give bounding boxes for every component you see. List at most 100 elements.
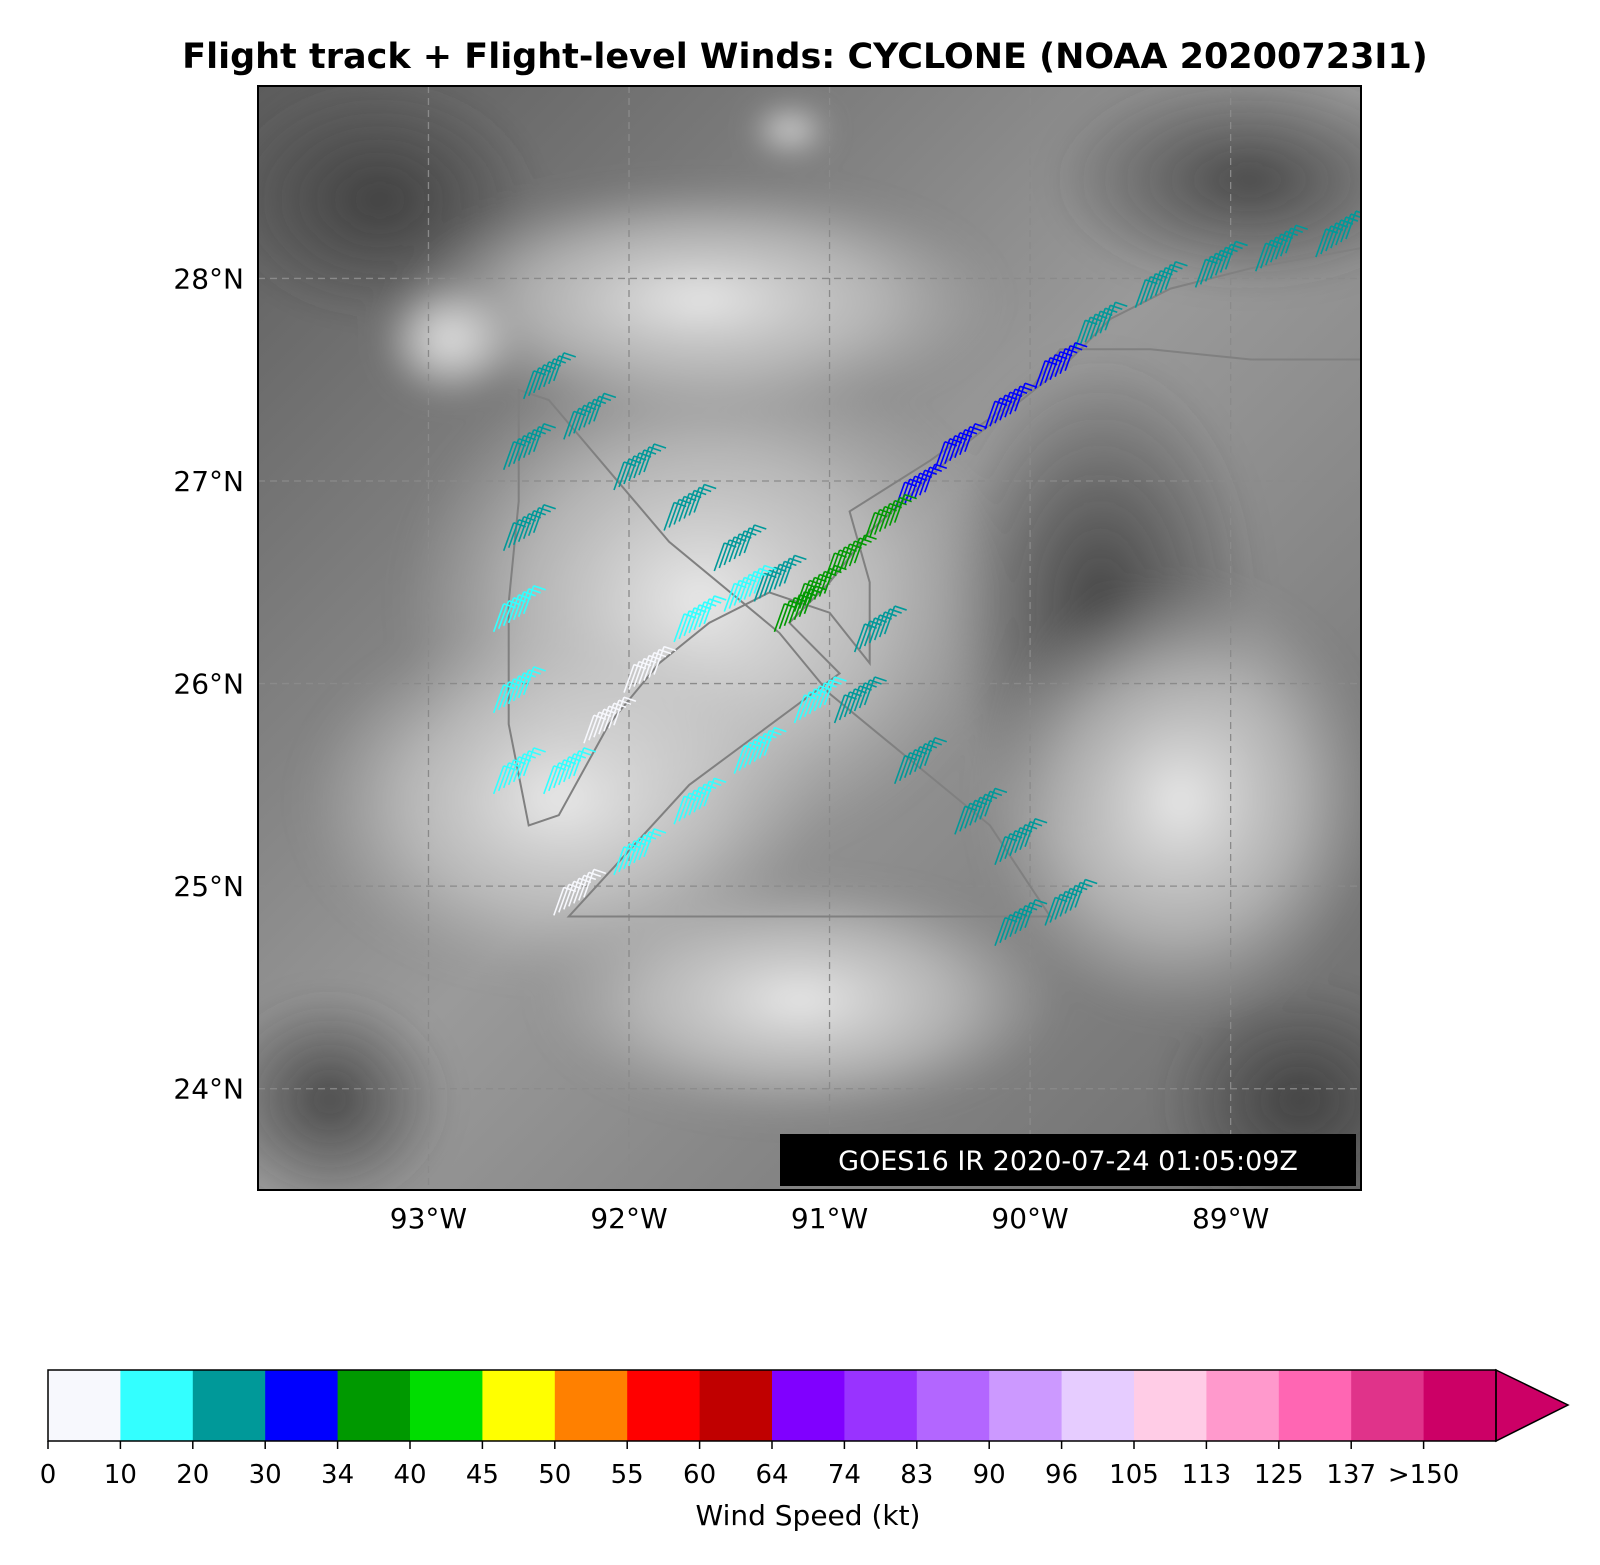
colorbar-tick-label: 0 [40, 1460, 57, 1490]
colorbar-tick-label: 34 [321, 1460, 354, 1490]
wind-barb [502, 422, 556, 471]
colorbar-label: Wind Speed (kt) [696, 1499, 921, 1532]
colorbar-cell [554, 1370, 628, 1441]
colorbar-cell [120, 1370, 194, 1441]
colorbar-cell [916, 1370, 990, 1441]
x-tick-label: 89°W [1192, 1202, 1269, 1235]
wind-barb [723, 564, 777, 612]
colorbar-tick-label: 90 [973, 1460, 1006, 1490]
colorbar-tick-label: >150 [1388, 1460, 1459, 1490]
wind-barb [492, 585, 546, 633]
y-tick-label: 24°N [173, 1073, 244, 1106]
timestamp-box: GOES16 IR 2020-07-24 01:05:09Z [780, 1134, 1356, 1186]
colorbar-cell [772, 1370, 845, 1441]
wind-barb [894, 736, 948, 785]
colorbar-cell [1351, 1370, 1425, 1441]
wind-barb [713, 524, 767, 572]
colorbar-cell [699, 1370, 773, 1441]
satellite-ir-background [258, 86, 1361, 1190]
colorbar-tick-label: 45 [466, 1460, 499, 1490]
y-tick-label: 26°N [173, 668, 244, 701]
chart-title: Flight track + Flight-level Winds: CYCLO… [182, 37, 1428, 77]
colorbar-tick-label: 20 [176, 1460, 209, 1490]
colorbar-cell [1278, 1370, 1352, 1441]
wind-barb [663, 483, 717, 531]
y-tick-label: 28°N [173, 262, 244, 295]
wind-barb [1194, 240, 1248, 288]
y-tick-label: 25°N [173, 870, 244, 903]
colorbar-cell [844, 1370, 918, 1441]
wind-barb [563, 392, 617, 440]
colorbar-cell [627, 1370, 701, 1441]
timestamp-label: GOES16 IR 2020-07-24 01:05:09Z [838, 1146, 1298, 1177]
colorbar-cell [482, 1370, 556, 1441]
map-panel [258, 86, 1361, 1190]
wind-barb [753, 554, 807, 602]
colorbar: 0 10 20 30 34 40 45 50 55 60 64 74 83 90 96 105 113 125 13… [40, 1368, 1570, 1532]
wind-barb [623, 645, 677, 693]
wind-barb [934, 422, 988, 471]
wind-barb [1255, 224, 1309, 272]
colorbar-tick-label: 10 [104, 1460, 137, 1490]
wind-barb [1074, 301, 1128, 349]
colorbar-tick-label: 74 [828, 1460, 861, 1490]
wind-barb [502, 504, 556, 552]
wind-barb [733, 726, 787, 774]
wind-barb [793, 676, 847, 724]
wind-barb [833, 676, 887, 724]
colorbar-cell [48, 1370, 121, 1441]
colorbar-cell [1206, 1370, 1280, 1441]
colorbar-tick-label: 50 [538, 1460, 571, 1490]
colorbar-cell [1061, 1370, 1135, 1441]
wind-barb [613, 443, 667, 491]
map-frame [257, 85, 1362, 1191]
wind-barb [1044, 878, 1098, 926]
wind-barb [853, 605, 907, 653]
y-axis-ticks: 28°N 27°N 26°N 25°N 24°N [173, 262, 244, 1105]
wind-barb [583, 696, 637, 744]
colorbar-cell [989, 1370, 1063, 1441]
colorbar-tick-label: 113 [1182, 1460, 1232, 1490]
colorbar-cell [1134, 1370, 1207, 1441]
x-tick-label: 93°W [390, 1202, 467, 1235]
colorbar-tick-label: 96 [1045, 1460, 1078, 1490]
wind-barbs [492, 210, 1361, 947]
wind-barb [673, 777, 727, 825]
map-gridlines [258, 86, 1361, 1190]
colorbar-tick-label: 125 [1254, 1460, 1304, 1490]
wind-barb [553, 868, 607, 916]
wind-barb [1034, 341, 1088, 389]
colorbar-cell [1423, 1370, 1497, 1441]
x-tick-label: 92°W [590, 1202, 667, 1235]
wind-barb [673, 595, 727, 643]
colorbar-tick-label: 55 [611, 1460, 644, 1490]
colorbar-tick-label: 83 [900, 1460, 933, 1490]
colorbar-tick-label: 30 [249, 1460, 282, 1490]
wind-barb [954, 787, 1008, 835]
wind-barb [492, 666, 546, 714]
colorbar-tick-label: 64 [755, 1460, 788, 1490]
colorbar-tick-label: 40 [393, 1460, 426, 1490]
y-tick-label: 27°N [173, 465, 244, 498]
wind-barb [613, 828, 667, 876]
colorbar-cell [265, 1370, 339, 1441]
wind-barb [994, 818, 1048, 866]
wind-barb [492, 747, 546, 795]
wind-barb [994, 899, 1048, 947]
wind-barb [984, 382, 1038, 430]
x-tick-label: 90°W [991, 1202, 1068, 1235]
colorbar-extend-arrow [1495, 1368, 1570, 1443]
x-tick-label: 91°W [791, 1202, 868, 1235]
wind-barb [543, 747, 597, 795]
wind-barb [523, 352, 577, 400]
colorbar-cell [192, 1370, 266, 1441]
colorbar-tick-label: 137 [1326, 1460, 1376, 1490]
colorbar-cell [337, 1370, 411, 1441]
x-axis-ticks: 93°W 92°W 91°W 90°W 89°W [390, 1202, 1270, 1235]
colorbar-cell [410, 1370, 483, 1441]
colorbar-tick-label: 60 [683, 1460, 716, 1490]
wind-barb [773, 585, 827, 633]
colorbar-tick-label: 105 [1109, 1460, 1159, 1490]
wind-barb [1134, 260, 1188, 308]
